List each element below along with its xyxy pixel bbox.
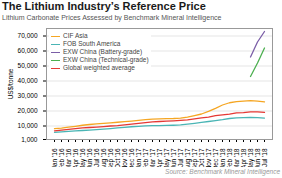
html-text:EXW China (Battery-grade): EXW China (Battery-grade) — [63, 48, 143, 55]
svg-text:Jun '18: Jun '18 — [254, 148, 261, 167]
svg-text:40,000: 40,000 — [18, 77, 38, 84]
svg-text:50,000: 50,000 — [18, 62, 38, 69]
svg-text:Mar '16: Mar '16 — [65, 148, 72, 167]
svg-text:30,000: 30,000 — [18, 92, 38, 99]
svg-text:Nov '17: Nov '17 — [205, 148, 212, 167]
svg-text:Feb '18: Feb '18 — [226, 148, 233, 167]
html-text:FOB South America: FOB South America — [63, 40, 121, 47]
html-text:Lithium Carbonate Prices Asses: Lithium Carbonate Prices Assessed by Ben… — [2, 14, 222, 21]
svg-text:Jul '17: Jul '17 — [177, 148, 184, 167]
svg-text:70,000: 70,000 — [18, 32, 38, 39]
svg-text:Jul '18: Jul '18 — [261, 148, 268, 167]
svg-text:1,000: 1,000 — [21, 136, 38, 143]
svg-text:Nov '16: Nov '16 — [121, 148, 128, 167]
html-text:EXW China (Technical-grade): EXW China (Technical-grade) — [63, 56, 149, 63]
svg-text:Mar '17: Mar '17 — [149, 148, 156, 167]
svg-text:Jun '16: Jun '16 — [86, 148, 93, 167]
svg-text:Feb '16: Feb '16 — [58, 148, 65, 167]
html-text:CIF Asia: CIF Asia — [63, 32, 88, 39]
svg-text:US$/tonne: US$/tonne — [7, 68, 14, 99]
html-text:The Lithium Industry’s Referen: The Lithium Industry’s Reference Price — [2, 0, 206, 12]
svg-text:Jul '16: Jul '16 — [93, 148, 100, 167]
svg-text:Jan '17: Jan '17 — [135, 148, 142, 167]
svg-text:10,000: 10,000 — [18, 122, 38, 129]
svg-text:Dec '16: Dec '16 — [128, 148, 135, 167]
svg-text:20,000: 20,000 — [18, 107, 38, 114]
svg-text:Jun '17: Jun '17 — [170, 148, 177, 167]
html-text:Source: Benchmark Mineral Inte: Source: Benchmark Mineral Intelligence — [165, 168, 280, 175]
svg-text:60,000: 60,000 — [18, 47, 38, 54]
svg-text:Jan '16: Jan '16 — [51, 148, 58, 167]
svg-text:Feb '17: Feb '17 — [142, 148, 149, 167]
svg-text:Oct '16: Oct '16 — [114, 148, 121, 167]
svg-text:Jan '18: Jan '18 — [219, 148, 226, 167]
svg-text:Oct '17: Oct '17 — [198, 148, 205, 167]
html-text:Global weighted average: Global weighted average — [63, 64, 135, 71]
svg-text:Mar '18: Mar '18 — [233, 148, 240, 167]
svg-text:Dec '17: Dec '17 — [212, 148, 219, 167]
